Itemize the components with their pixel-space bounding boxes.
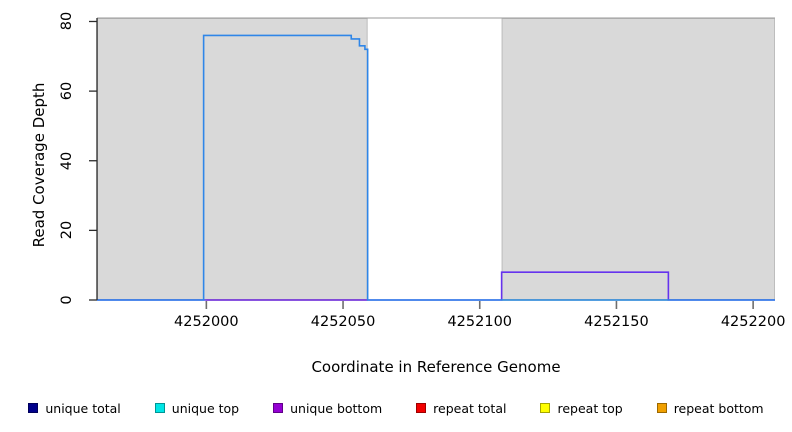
- legend-swatch-icon: [28, 403, 39, 413]
- y-tick-label-20: 20: [59, 221, 75, 240]
- legend-item-repeat-total[interactable]: repeat total: [416, 401, 506, 416]
- legend-label: unique top: [171, 400, 240, 416]
- legend-label: repeat total: [433, 400, 507, 416]
- legend-item-repeat-bottom[interactable]: repeat bottom: [656, 400, 764, 416]
- legend-label: repeat top: [557, 400, 623, 416]
- x-tick-label-4252050: 4252050: [310, 314, 376, 330]
- plot-band-gray-band-left: [97, 18, 368, 300]
- plot-band-gray-band-right: [501, 18, 775, 300]
- plot-band-white-gap: [367, 18, 502, 300]
- x-tick-label-4252000: 4252000: [174, 314, 239, 330]
- legend-label: repeat bottom: [673, 400, 764, 416]
- y-axis-title: Read Coverage Depth: [30, 82, 48, 248]
- legend-swatch-icon: [154, 403, 165, 413]
- legend-label: unique bottom: [290, 400, 383, 416]
- legend-swatch-icon: [273, 403, 284, 413]
- y-tick-label-0: 0: [59, 295, 75, 305]
- chart-legend: unique total unique top unique bottom repea…: [0, 396, 792, 420]
- y-tick-label-60: 60: [59, 81, 75, 101]
- legend-swatch-icon: [656, 403, 667, 413]
- legend-swatch-icon: [416, 403, 427, 413]
- series-unique-total: [97, 34, 775, 301]
- legend-swatch-icon: [540, 403, 551, 413]
- x-tick-label-4252150: 4252150: [584, 314, 649, 330]
- legend-item-unique-bottom[interactable]: unique bottom: [273, 401, 382, 416]
- y-tick-label-40: 40: [59, 151, 75, 170]
- x-tick-label-4252200: 4252200: [720, 314, 786, 330]
- legend-item-repeat-top[interactable]: repeat top: [540, 400, 623, 416]
- x-axis-title: Coordinate in Reference Genome: [311, 358, 561, 376]
- y-tick-label-80: 80: [59, 12, 75, 31]
- legend-label: unique total: [45, 400, 121, 416]
- legend-item-unique-total[interactable]: unique total: [28, 400, 121, 416]
- legend-item-unique-top[interactable]: unique top: [154, 400, 240, 416]
- x-tick-label-4252100: 4252100: [447, 314, 513, 330]
